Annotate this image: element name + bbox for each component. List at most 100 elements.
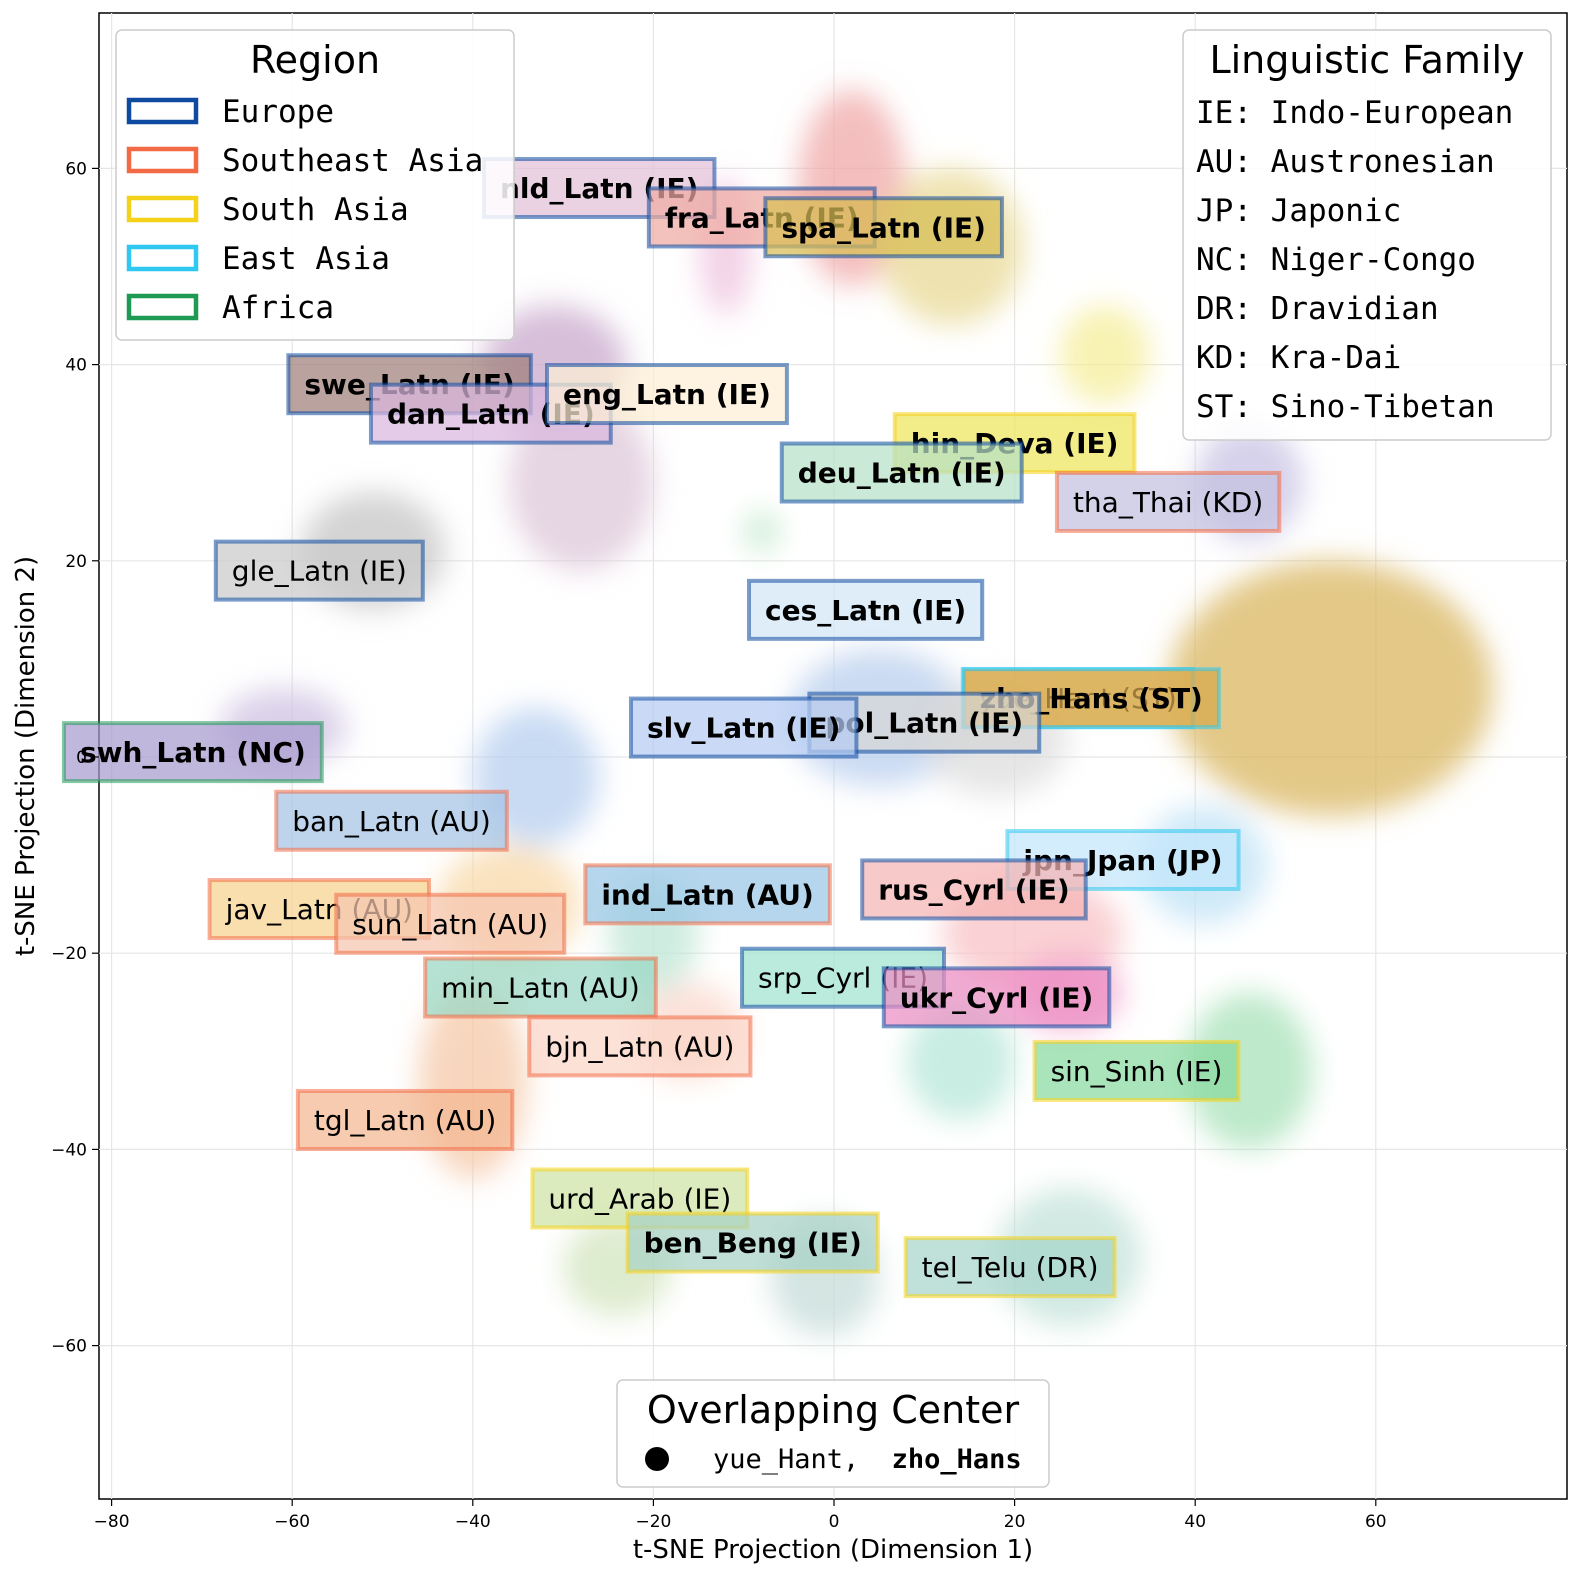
language-label-box-23 (423, 956, 658, 1019)
y-tick-label-4: 20 (65, 552, 87, 572)
x-tick-label-0: −80 (94, 1512, 130, 1532)
language-label-box-9 (213, 539, 425, 602)
language-label-27: tgl_Latn (AU) (295, 1088, 515, 1151)
family-legend-title: Linguistic Family (1209, 38, 1524, 82)
region-legend-label-1: Southeast Asia (222, 143, 483, 179)
language-label-text-16: ban_Latn (AU) (292, 805, 491, 838)
y-axis-label: t-SNE Projection (Dimension 2) (11, 556, 41, 956)
language-label-box-15 (61, 721, 324, 784)
language-label-text-8: tha_Thai (KD) (1073, 486, 1263, 519)
overlap-marker (645, 1447, 669, 1471)
overlap-entry-bold: zho_Hans (892, 1444, 1022, 1475)
language-label-box-24 (881, 966, 1112, 1029)
language-label-9: gle_Latn (IE) (213, 539, 425, 602)
language-label-box-14 (628, 696, 859, 759)
overlap-legend-frame (616, 1379, 1050, 1488)
x-tick-label-7: 60 (1365, 1512, 1387, 1532)
language-label-box-26 (1032, 1039, 1241, 1102)
language-label-text-15: swh_Latn (NC) (80, 736, 306, 769)
y-tick-label-6: 60 (65, 159, 87, 179)
y-tick-label-5: 40 (65, 356, 87, 376)
overlap-legend-title: Overlapping Center (647, 1388, 1020, 1432)
region-legend-label-2: South Asia (222, 192, 409, 228)
family-legend-frame (1182, 29, 1552, 441)
language-label-text-18: rus_Cyrl (IE) (878, 873, 1070, 906)
language-label-box-5 (544, 363, 789, 426)
language-label-text-29: ben_Beng (IE) (644, 1227, 862, 1260)
cluster-cloud-25 (743, 511, 780, 551)
language-label-18: rus_Cyrl (IE) (860, 858, 1088, 921)
family-legend-entry-0: IE: Indo-European (1196, 95, 1513, 131)
cluster-cloud-6 (1059, 305, 1151, 404)
y-tick-label-3: 0 (76, 748, 87, 768)
language-label-5: eng_Latn (IE) (544, 363, 789, 426)
region-legend: Region Europe Southeast Asia South Asia Eas… (115, 29, 515, 341)
y-tick-label-1: −40 (51, 1140, 87, 1160)
x-tick-label-4: 0 (829, 1512, 840, 1532)
language-label-text-23: min_Latn (AU) (441, 972, 640, 1005)
x-tick-label-1: −60 (274, 1512, 310, 1532)
overlap-entry-regular: yue_Hant, (713, 1444, 859, 1475)
language-label-box-21 (334, 892, 567, 955)
y-tick-label-2: −20 (51, 944, 87, 964)
language-label-box-18 (860, 858, 1088, 921)
language-label-text-9: gle_Latn (IE) (232, 555, 407, 588)
y-tick-label-0: −60 (51, 1337, 87, 1357)
language-label-14: slv_Latn (IE) (628, 696, 859, 759)
language-label-box-16 (274, 789, 509, 852)
language-label-box-25 (527, 1015, 753, 1078)
language-label-7: deu_Latn (IE) (779, 441, 1024, 504)
region-swatch-0 (126, 97, 199, 125)
language-label-text-10: ces_Latn (IE) (765, 594, 966, 627)
language-label-23: min_Latn (AU) (423, 956, 658, 1019)
family-legend-entry-5: KD: Kra-Dai (1196, 340, 1401, 376)
language-label-text-24: ukr_Cyrl (IE) (900, 981, 1093, 1014)
region-swatch-4 (126, 293, 199, 321)
x-axis-label: t-SNE Projection (Dimension 1) (633, 1535, 1033, 1565)
language-labels: nld_Latn (IE)fra_Latn (IE)spa_Latn (IE)s… (61, 157, 1282, 1299)
family-legend-entry-4: DR: Dravidian (1196, 291, 1439, 327)
x-tick-label-5: 20 (1004, 1512, 1026, 1532)
language-label-text-5: eng_Latn (IE) (563, 378, 771, 411)
language-label-text-26: sin_Sinh (IE) (1051, 1055, 1223, 1088)
x-tick-label-3: −20 (635, 1512, 671, 1532)
cluster-cloud-16 (906, 1002, 1015, 1120)
region-swatch-1 (126, 146, 199, 174)
language-label-text-28: urd_Arab (IE) (548, 1182, 731, 1215)
language-label-16: ban_Latn (AU) (274, 789, 509, 852)
language-label-30: tel_Telu (DR) (903, 1236, 1117, 1299)
language-label-21: sun_Latn (AU) (334, 892, 567, 955)
language-label-22: srp_Cyrl (IE) (740, 946, 947, 1009)
language-label-box-10 (747, 578, 985, 641)
language-label-19: ind_Latn (AU) (583, 863, 832, 926)
language-label-box-19 (583, 863, 832, 926)
language-label-box-8 (1054, 470, 1282, 533)
language-label-text-19: ind_Latn (AU) (601, 878, 814, 911)
language-label-text-14: slv_Latn (IE) (647, 712, 840, 745)
family-legend: Linguistic Family IE: Indo-European AU: A… (1182, 29, 1552, 441)
axes: −80 −60 −40 −20 0 20 40 60 −60 −40 −20 0 20 40 60 (51, 159, 1387, 1532)
region-legend-frame (115, 29, 515, 341)
cluster-cloud-0 (1168, 560, 1494, 816)
language-label-29: ben_Beng (IE) (625, 1211, 880, 1274)
region-legend-label-4: Africa (222, 290, 334, 326)
language-label-text-25: bjn_Latn (AU) (545, 1030, 734, 1063)
language-label-26: sin_Sinh (IE) (1032, 1039, 1241, 1102)
cluster-cloud-17 (1186, 992, 1313, 1150)
family-legend-entry-1: AU: Austronesian (1196, 144, 1495, 180)
region-swatch-3 (126, 244, 199, 272)
region-swatch-2 (126, 195, 199, 223)
language-label-8: tha_Thai (KD) (1054, 470, 1282, 533)
language-label-text-30: tel_Telu (DR) (922, 1251, 1099, 1284)
language-label-text-7: deu_Latn (IE) (798, 457, 1006, 490)
family-legend-entry-2: JP: Japonic (1196, 193, 1401, 229)
language-label-box-30 (903, 1236, 1117, 1299)
language-label-24: ukr_Cyrl (IE) (881, 966, 1112, 1029)
language-label-10: ces_Latn (IE) (747, 578, 985, 641)
language-label-box-27 (295, 1088, 515, 1151)
language-label-text-21: sun_Latn (AU) (352, 908, 548, 941)
language-label-2: spa_Latn (IE) (763, 196, 1004, 259)
x-tick-label-6: 40 (1184, 1512, 1206, 1532)
overlap-legend: Overlapping Center yue_Hant, zho_Hans (616, 1379, 1050, 1488)
family-legend-entry-3: NC: Niger-Congo (1196, 242, 1476, 278)
